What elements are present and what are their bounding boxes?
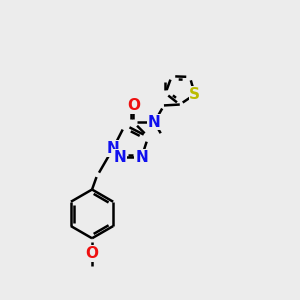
Text: N: N — [135, 150, 148, 165]
Text: S: S — [189, 87, 200, 102]
Text: N: N — [148, 115, 161, 130]
Text: N: N — [107, 141, 119, 156]
Text: O: O — [85, 246, 98, 261]
Text: N: N — [113, 150, 126, 165]
Text: O: O — [127, 98, 140, 113]
